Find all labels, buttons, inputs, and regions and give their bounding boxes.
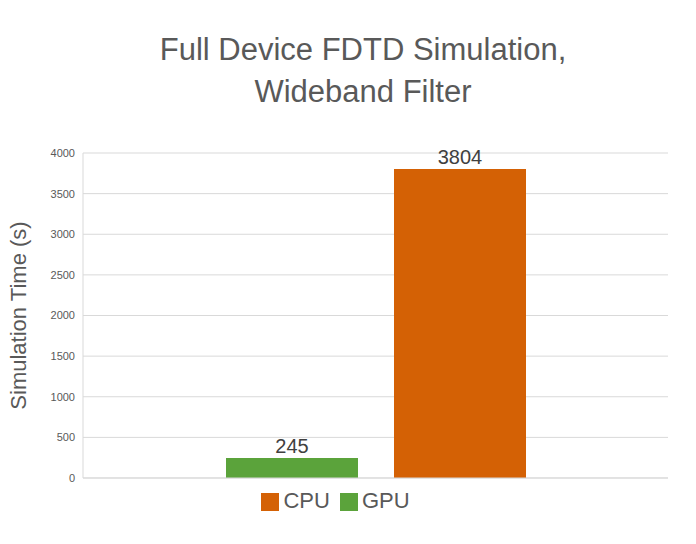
svg-text:1500: 1500 xyxy=(51,350,75,362)
svg-text:2500: 2500 xyxy=(51,269,75,281)
html-text:Full Device FDTD Simulation, W: Full Device FDTD Simulation, Wideband Fi… xyxy=(159,31,567,109)
svg-text:4000: 4000 xyxy=(51,147,75,159)
svg-text:3804: 3804 xyxy=(438,146,483,168)
svg-text:500: 500 xyxy=(57,431,75,443)
html-text:CPU: CPU xyxy=(283,488,330,513)
svg-text:3000: 3000 xyxy=(51,228,75,240)
svg-text:1000: 1000 xyxy=(51,391,75,403)
svg-text:2000: 2000 xyxy=(51,309,75,321)
svg-text:Simulation Time (s): Simulation Time (s) xyxy=(8,221,31,409)
svg-text:0: 0 xyxy=(69,472,75,484)
html-text:GPU: GPU xyxy=(361,488,410,513)
svg-text:3500: 3500 xyxy=(51,188,75,200)
svg-text:245: 245 xyxy=(275,435,308,457)
